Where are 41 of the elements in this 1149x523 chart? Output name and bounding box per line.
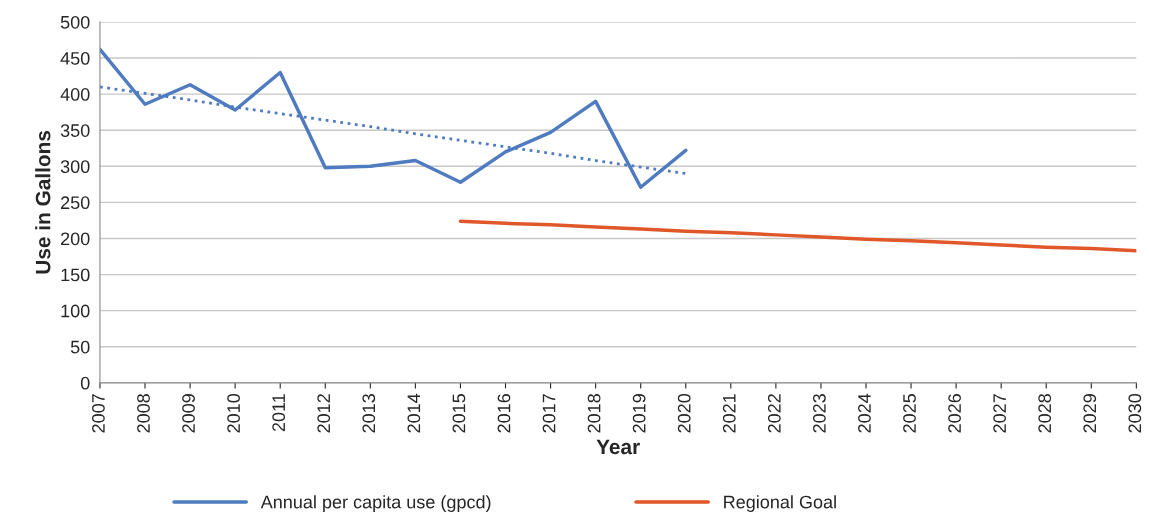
x-tick-label: 2013 <box>362 394 376 433</box>
y-axis-title: Use in Gallons <box>35 130 51 274</box>
x-tick-label: 2016 <box>497 394 511 433</box>
y-tick-label: 500 <box>60 15 90 29</box>
x-tick-label: 2025 <box>903 394 916 433</box>
y-tick-label: 100 <box>61 304 90 318</box>
x-tick-label: 2014 <box>407 393 421 433</box>
x-tick-label: 2024 <box>858 393 871 433</box>
y-tick-label: 200 <box>61 232 90 246</box>
y-tick-label: 50 <box>70 340 90 354</box>
x-tick-label: 2009 <box>182 394 195 433</box>
x-tick-label: 2023 <box>813 394 826 433</box>
x-tick-label: 2011 <box>272 394 286 432</box>
y-tick-label: 400 <box>60 88 90 101</box>
x-tick-label: 2028 <box>1038 394 1052 433</box>
x-tick-label: 2012 <box>317 394 331 433</box>
x-tick-label: 2007 <box>92 394 105 433</box>
y-tick-label: 450 <box>60 51 90 65</box>
x-tick-label: 2018 <box>587 394 601 433</box>
legend-label: Regional Goal <box>724 495 836 512</box>
line-series <box>99 47 688 189</box>
x-axis-title: Year <box>596 439 640 455</box>
x-tick-label: 2020 <box>677 393 691 433</box>
y-tick-label: 250 <box>61 196 90 210</box>
x-tick-label: 2027 <box>993 394 1007 433</box>
x-tick-label: 2017 <box>542 394 556 433</box>
x-tick-label: 2015 <box>452 394 466 433</box>
y-tick-label: 300 <box>60 160 90 174</box>
x-tick-label: 2008 <box>137 394 150 433</box>
legend-label: Annual per capita use (gpcd) <box>260 495 491 512</box>
y-tick-label: 150 <box>61 268 90 282</box>
x-tick-label: 2030 <box>1128 393 1142 433</box>
y-tick-label: 350 <box>60 124 90 137</box>
x-tick-label: 2021 <box>722 394 736 433</box>
x-tick-label: 2010 <box>227 393 240 433</box>
x-tick-label: 2026 <box>948 394 961 433</box>
x-tick-label: 2022 <box>767 394 781 433</box>
y-tick-label: 0 <box>80 376 90 390</box>
x-tick-label: 2029 <box>1083 394 1097 433</box>
line-series <box>458 219 1137 253</box>
x-tick-label: 2019 <box>632 394 646 433</box>
